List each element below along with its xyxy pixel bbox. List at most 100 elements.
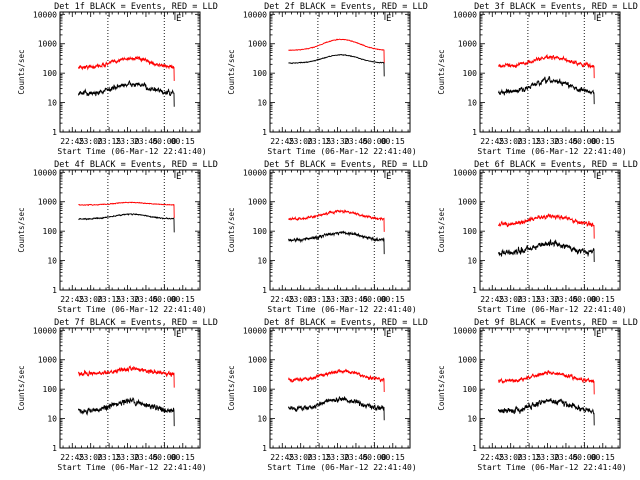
x-tick-label: 00:15 xyxy=(591,295,615,304)
plot-frame xyxy=(479,11,621,133)
lld-series-line xyxy=(288,368,385,392)
chart-title: Det 5f BLACK = Events, RED = LLD xyxy=(264,160,428,170)
chart-title: Det 1f BLACK = Events, RED = LLD xyxy=(54,2,218,12)
x-tick-label: 23:15 xyxy=(517,453,541,462)
x-tick-label: 23:00 xyxy=(79,137,103,146)
chart-panel-4: Det 4f BLACK = Events, RED = LLD 1 10 100 10… xyxy=(17,160,218,314)
y-tick-label: 10000 xyxy=(243,326,267,335)
x-tick-label: 22:45 xyxy=(270,137,294,146)
y-tick-label: 1 xyxy=(262,444,267,453)
x-tick-label: 23:30 xyxy=(115,295,139,304)
y-tick-label: 1000 xyxy=(248,198,267,207)
x-tick-label: 00:15 xyxy=(381,137,405,146)
y-axis-label: Counts/sec xyxy=(227,207,236,252)
e-marker-label: E xyxy=(176,172,181,182)
chart-title: Det 9f BLACK = Events, RED = LLD xyxy=(474,318,638,328)
x-tick-label: 23:45 xyxy=(134,295,158,304)
y-tick-label: 100 xyxy=(253,69,268,78)
chart-panel-7: Det 7f BLACK = Events, RED = LLD 1 10 100 10… xyxy=(17,318,218,472)
y-tick-label: 100 xyxy=(43,227,58,236)
x-tick-label: 22:45 xyxy=(480,453,504,462)
x-tick-label: 23:45 xyxy=(344,453,368,462)
y-tick-label: 10 xyxy=(467,99,477,108)
x-axis-label: Start Time (06-Mar-12 22:41:40) xyxy=(477,147,626,156)
y-tick-label: 10 xyxy=(467,415,477,424)
x-tick-label: 23:45 xyxy=(134,137,158,146)
y-tick-label: 100 xyxy=(253,385,268,394)
events-series-line xyxy=(497,75,595,105)
plot-frame xyxy=(269,327,411,449)
x-tick-label: 23:30 xyxy=(325,137,349,146)
x-tick-label: 23:00 xyxy=(289,137,313,146)
x-tick-label: 00:15 xyxy=(381,295,405,304)
x-tick-label: 23:45 xyxy=(344,137,368,146)
x-tick-label: 00:15 xyxy=(171,295,195,304)
y-tick-label: 1000 xyxy=(38,40,57,49)
y-tick-label: 10 xyxy=(257,257,267,266)
events-series-line xyxy=(77,397,175,427)
y-tick-label: 1000 xyxy=(458,356,477,365)
e-marker-label: E xyxy=(176,14,181,24)
y-tick-label: 1 xyxy=(52,128,57,137)
chart-title: Det 3f BLACK = Events, RED = LLD xyxy=(474,2,638,12)
events-series-line xyxy=(78,213,175,233)
y-axis-label: Counts/sec xyxy=(17,49,26,94)
chart-panel-8: Det 8f BLACK = Events, RED = LLD 1 10 100 10… xyxy=(227,318,428,472)
e-marker-label: E xyxy=(596,172,601,182)
lld-series-line xyxy=(78,201,175,219)
lld-series-line xyxy=(498,369,595,395)
y-tick-label: 1000 xyxy=(248,356,267,365)
y-tick-label: 10 xyxy=(47,99,57,108)
x-tick-label: 23:45 xyxy=(344,295,368,304)
x-tick-label: 00:00 xyxy=(152,137,176,146)
y-tick-label: 10 xyxy=(257,415,267,424)
y-tick-label: 10000 xyxy=(243,10,267,19)
x-tick-label: 22:45 xyxy=(60,453,84,462)
y-tick-label: 10 xyxy=(47,415,57,424)
x-tick-label: 00:00 xyxy=(362,137,386,146)
y-tick-label: 1000 xyxy=(458,198,477,207)
x-tick-label: 23:15 xyxy=(307,453,331,462)
x-tick-label: 23:00 xyxy=(499,453,523,462)
y-tick-label: 1000 xyxy=(38,198,57,207)
x-tick-label: 00:00 xyxy=(362,453,386,462)
x-tick-label: 23:30 xyxy=(325,453,349,462)
x-tick-label: 23:15 xyxy=(517,137,541,146)
x-tick-label: 00:15 xyxy=(381,453,405,462)
x-tick-label: 22:45 xyxy=(480,295,504,304)
x-tick-label: 00:15 xyxy=(591,137,615,146)
x-tick-label: 00:00 xyxy=(152,453,176,462)
x-axis-label: Start Time (06-Mar-12 22:41:40) xyxy=(267,463,416,472)
lld-series-line xyxy=(497,213,595,239)
x-tick-label: 23:00 xyxy=(289,295,313,304)
x-tick-label: 23:15 xyxy=(307,137,331,146)
chart-panel-3: Det 3f BLACK = Events, RED = LLD 1 10 100 10… xyxy=(437,2,638,156)
x-tick-label: 23:30 xyxy=(325,295,349,304)
x-tick-label: 23:15 xyxy=(517,295,541,304)
chart-panel-1: Det 1f BLACK = Events, RED = LLD 1 10 100 10… xyxy=(17,2,218,156)
y-tick-label: 100 xyxy=(463,385,478,394)
y-tick-label: 10000 xyxy=(243,168,267,177)
y-tick-label: 1000 xyxy=(38,356,57,365)
y-tick-label: 1 xyxy=(472,286,477,295)
y-axis-label: Counts/sec xyxy=(227,365,236,410)
x-tick-label: 00:15 xyxy=(171,453,195,462)
x-axis-label: Start Time (06-Mar-12 22:41:40) xyxy=(267,147,416,156)
x-tick-label: 23:30 xyxy=(535,453,559,462)
e-marker-label: E xyxy=(176,330,181,340)
lld-series-line xyxy=(77,55,175,81)
chart-title: Det 4f BLACK = Events, RED = LLD xyxy=(54,160,218,170)
chart-title: Det 8f BLACK = Events, RED = LLD xyxy=(264,318,428,328)
y-tick-label: 10000 xyxy=(33,326,57,335)
y-axis-label: Counts/sec xyxy=(227,49,236,94)
x-tick-label: 23:00 xyxy=(79,453,103,462)
y-tick-label: 1 xyxy=(52,444,57,453)
x-tick-label: 00:15 xyxy=(591,453,615,462)
x-axis-label: Start Time (06-Mar-12 22:41:40) xyxy=(267,305,416,314)
y-tick-label: 10000 xyxy=(33,168,57,177)
x-tick-label: 23:30 xyxy=(535,137,559,146)
e-marker-label: E xyxy=(596,330,601,340)
x-tick-label: 22:45 xyxy=(270,295,294,304)
y-tick-label: 10000 xyxy=(33,10,57,19)
